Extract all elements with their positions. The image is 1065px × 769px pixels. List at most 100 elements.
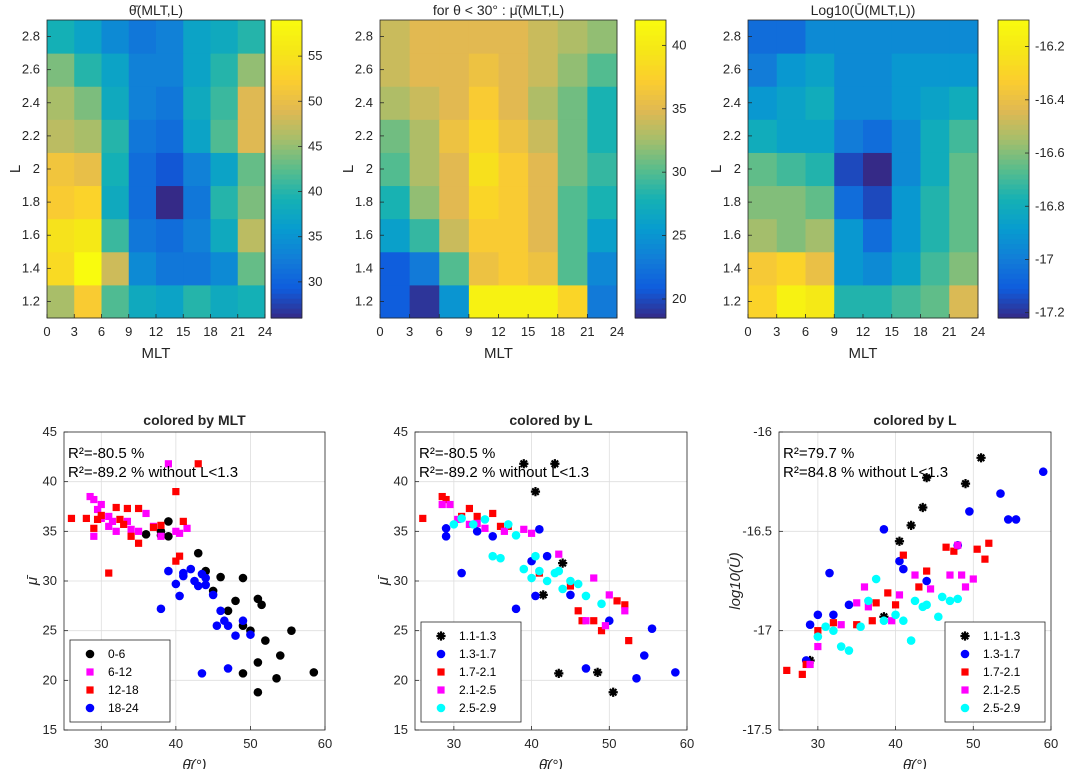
colorbar-segment <box>998 129 1029 135</box>
heatmap-cell <box>891 86 921 120</box>
x-tick-label: 21 <box>231 324 245 339</box>
x-tick-label: 9 <box>465 324 472 339</box>
data-point <box>961 668 969 676</box>
colorbar-segment <box>271 69 302 76</box>
data-point <box>97 511 105 520</box>
heatmap-cell <box>468 251 499 286</box>
x-axis-label: θ̄(°) <box>539 757 563 769</box>
colorbar-segment <box>998 238 1029 245</box>
data-point <box>918 502 928 513</box>
x-tick-label: 30 <box>811 736 825 751</box>
colorbar-segment <box>635 208 666 215</box>
colorbar-segment <box>635 134 666 140</box>
heatmap-cell <box>748 86 778 120</box>
data-point <box>542 576 552 586</box>
x-tick-label: 40 <box>169 736 183 751</box>
heatmap-cell <box>210 119 239 153</box>
colorbar-segment <box>271 129 302 135</box>
legend-entry: 1.7-2.1 <box>983 665 1021 679</box>
heatmap-cell <box>949 185 979 220</box>
heatmap-cell <box>210 152 239 187</box>
x-tick-label: 60 <box>1044 736 1058 751</box>
data-point <box>437 668 445 676</box>
x-tick-label: 30 <box>94 736 108 751</box>
colorbar-segment <box>635 44 666 51</box>
data-point <box>449 520 459 529</box>
heatmap-cell <box>498 284 529 319</box>
y-tick-label: 30 <box>43 573 57 588</box>
colorbar-segment <box>998 149 1029 155</box>
legend-entry: 1.3-1.7 <box>459 647 497 661</box>
data-point <box>520 525 528 533</box>
data-point <box>934 612 943 622</box>
data-point <box>1003 515 1013 524</box>
r-squared-annotation: R²=79.7 % <box>783 445 854 462</box>
data-point <box>197 669 207 678</box>
heatmap-cell <box>776 119 806 153</box>
colorbar-segment <box>635 238 666 245</box>
y-tick-label: -16.5 <box>742 523 772 538</box>
heatmap-cell <box>776 86 806 120</box>
colorbar-segment <box>998 243 1029 250</box>
legend-entry: 2.5-2.9 <box>459 701 497 715</box>
heatmap-cell <box>949 119 979 153</box>
colorbar-segment <box>998 169 1029 175</box>
data-point <box>798 670 806 678</box>
heatmap-cell <box>156 284 184 319</box>
data-point <box>436 649 446 659</box>
colorbar-segment <box>635 79 666 86</box>
data-point <box>519 459 529 469</box>
data-point <box>253 658 263 667</box>
data-point <box>829 610 838 620</box>
heatmap-cell <box>891 119 921 153</box>
heatmap-cell <box>863 152 893 187</box>
colorbar-segment <box>271 218 302 225</box>
colorbar-frame <box>997 19 1030 319</box>
data-point <box>116 515 124 524</box>
colorbar-segment <box>271 164 302 170</box>
heatmap-cell <box>156 152 184 187</box>
heatmap-cell <box>528 86 559 120</box>
heatmap-cell <box>587 152 618 187</box>
y-tick-label: 1.6 <box>723 227 741 242</box>
panel-title: for θ < 30° : μ̄(MLT,L) <box>433 2 564 18</box>
data-point <box>436 703 446 713</box>
heatmap-theta-panel: 0 3 6 9 12 15 18 21 24 1.2 1.4 1.6 1.8 2 2.2 2.4 2.6 2.8 M… <box>7 2 322 362</box>
heatmap-cell <box>776 152 806 187</box>
data-point <box>183 524 191 532</box>
panel-title: colored by L <box>509 412 593 428</box>
data-point <box>814 642 822 651</box>
data-point <box>142 509 150 518</box>
data-point <box>149 523 158 531</box>
heatmap-cell <box>128 218 157 253</box>
heatmap-cell <box>468 86 499 120</box>
data-point <box>639 651 649 660</box>
y-tick-label: 2 <box>734 161 741 176</box>
heatmap-cell <box>380 284 411 319</box>
data-point <box>261 636 270 645</box>
heatmap-cell <box>834 86 864 120</box>
heatmap-cell <box>468 152 499 187</box>
x-axis-label: θ̄(°) <box>182 757 206 769</box>
colorbar-segment <box>271 154 302 160</box>
heatmap-cell <box>587 251 618 286</box>
legend-entry: 1.7-2.1 <box>459 665 497 679</box>
heatmap-cell <box>834 218 864 253</box>
colorbar-segment <box>998 258 1029 264</box>
heatmap-cell <box>183 20 211 54</box>
colorbar-tick-label: -16.2 <box>1035 39 1065 54</box>
x-axis-label: MLT <box>142 345 171 362</box>
heatmap-cell <box>891 53 921 87</box>
data-point <box>960 703 970 713</box>
x-tick-label: 0 <box>376 324 383 339</box>
colorbar-segment <box>998 154 1029 160</box>
data-point <box>438 500 446 509</box>
x-tick-label: 50 <box>602 736 616 751</box>
y-tick-label: 1.2 <box>723 293 741 308</box>
data-point <box>272 674 281 683</box>
colorbar-segment <box>998 298 1029 304</box>
heatmap-cell <box>210 20 239 54</box>
data-point <box>899 616 908 626</box>
heatmap-cell <box>920 284 950 319</box>
colorbar-segment <box>271 293 302 299</box>
